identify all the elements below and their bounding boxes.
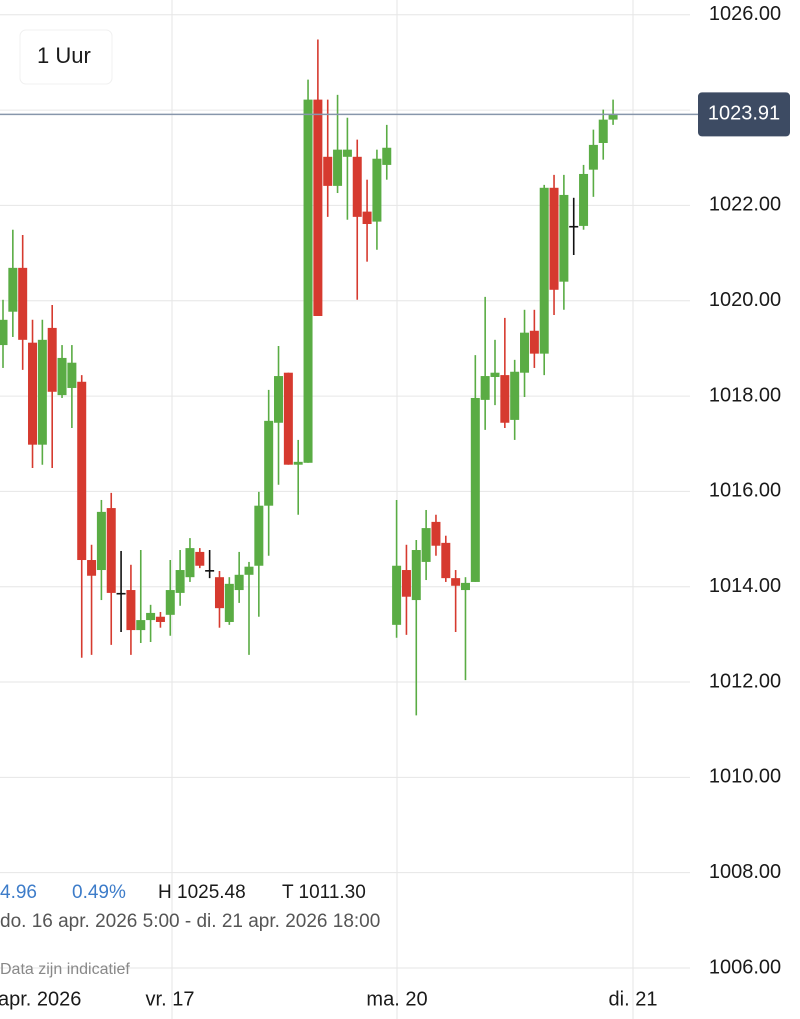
candle-body	[323, 156, 333, 186]
candle-body	[57, 357, 67, 396]
high-label: H 1025.48	[158, 882, 246, 903]
candle-body	[18, 267, 28, 340]
candle-body	[0, 319, 8, 346]
candle-body	[67, 362, 77, 388]
candle-body	[421, 528, 431, 562]
change-pct: 0.49%	[72, 882, 126, 903]
candle-body	[293, 461, 303, 465]
low-label: T 1011.30	[282, 882, 366, 903]
overlay: 1 Uur 4.96 0.49% H 1025.48 T 1011.30 do.…	[0, 29, 380, 978]
candle-body	[451, 578, 461, 586]
y-tick-label: 1018.00	[709, 384, 781, 406]
candle-body	[234, 574, 244, 591]
y-tick-label: 1014.00	[709, 575, 781, 597]
candle-body	[480, 376, 490, 400]
y-tick-label: 1026.00	[709, 3, 781, 25]
candle-body	[244, 566, 254, 575]
candle-body	[126, 590, 136, 631]
candle-body	[96, 511, 106, 571]
candle-body	[342, 149, 352, 157]
disclaimer: Data zijn indicatief	[0, 961, 130, 978]
candle-body	[274, 376, 284, 423]
y-tick-label: 1006.00	[709, 956, 781, 978]
candle-body	[264, 420, 274, 506]
candle-body	[28, 342, 38, 445]
x-tick-label: vr. 17	[146, 988, 195, 1010]
candle-body	[569, 225, 579, 228]
y-tick-label: 1008.00	[709, 861, 781, 883]
y-tick-label: 1020.00	[709, 289, 781, 311]
candle-body	[175, 570, 185, 593]
candle-body	[579, 173, 589, 226]
candle-body	[313, 99, 323, 316]
candle-body	[333, 149, 343, 186]
candle-body	[470, 397, 480, 582]
y-tick-label: 1012.00	[709, 670, 781, 692]
candle-body	[146, 612, 156, 621]
y-tick-label: 1010.00	[709, 766, 781, 788]
candle-body	[205, 570, 215, 572]
candle-body	[529, 330, 539, 354]
candle-body	[8, 267, 18, 312]
candle-body	[362, 211, 372, 225]
candle-body	[401, 570, 411, 597]
candle-body	[411, 550, 421, 601]
candle-body	[136, 620, 146, 631]
candle-body	[106, 508, 116, 593]
candle-body	[155, 616, 165, 622]
range-label: do. 16 apr. 2026 5:00 - di. 21 apr. 2026…	[0, 911, 380, 932]
grid	[0, 0, 690, 1019]
candle-body	[87, 560, 97, 576]
interval-label[interactable]: 1 Uur	[37, 43, 91, 68]
candle-body	[549, 187, 559, 290]
candle-body	[283, 372, 293, 465]
candle-body	[608, 114, 618, 120]
candle-body	[303, 99, 313, 463]
candle-body	[352, 156, 362, 217]
y-tick-label: 1016.00	[709, 480, 781, 502]
candle-body	[224, 583, 234, 622]
x-tick-label: di. 21	[609, 988, 658, 1010]
candle-body	[460, 582, 470, 591]
x-tick-label: ma. 20	[366, 988, 427, 1010]
x-tick-label: apr. 2026	[0, 988, 81, 1010]
candle-body	[195, 551, 205, 566]
candle-body	[116, 592, 126, 595]
candle-body	[500, 375, 510, 423]
last-price-label: 1023.91	[708, 103, 780, 125]
candle-body	[392, 565, 402, 625]
candle-body	[165, 590, 175, 615]
candle-body	[254, 505, 264, 566]
candle-body	[372, 158, 382, 222]
candle-body	[47, 327, 57, 392]
y-tick-label: 1022.00	[709, 194, 781, 216]
candle-body	[539, 187, 549, 354]
candles	[0, 39, 618, 716]
candle-body	[214, 577, 224, 609]
candle-body	[431, 521, 441, 546]
change: 4.96	[0, 882, 37, 903]
candle-body	[520, 332, 530, 373]
candle-body	[185, 548, 195, 578]
candle-body	[510, 371, 520, 420]
candle-body	[559, 194, 569, 282]
last-price-box	[698, 92, 790, 137]
candle-body	[382, 147, 392, 165]
candle-body	[598, 119, 608, 143]
candle-body	[77, 381, 87, 561]
candle-body	[441, 542, 451, 579]
candle-body	[37, 339, 47, 445]
candle-body	[490, 372, 500, 378]
interval-box[interactable]	[19, 29, 113, 85]
candle-body	[588, 144, 598, 170]
